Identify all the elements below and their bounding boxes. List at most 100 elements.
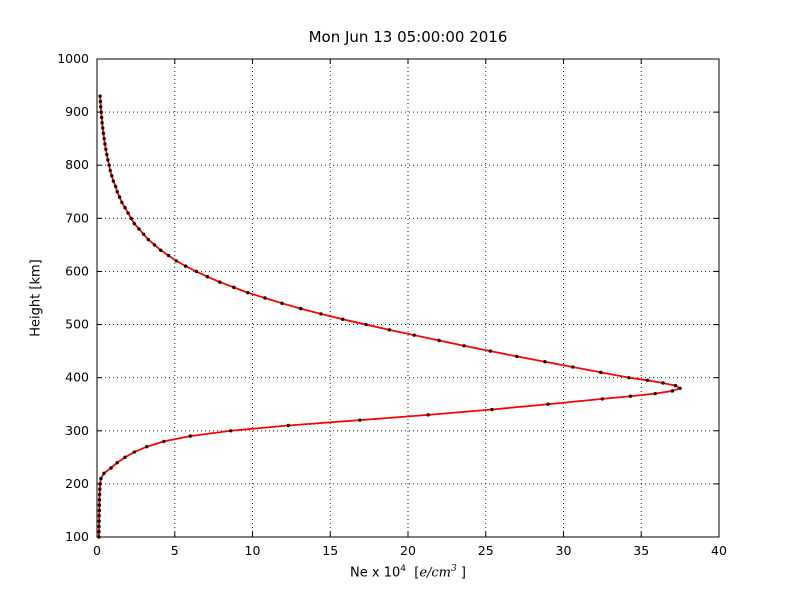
data-point <box>218 280 222 284</box>
data-point <box>546 402 550 406</box>
x-tick-label: 15 <box>322 543 338 558</box>
data-point <box>670 389 675 393</box>
y-tick-label: 800 <box>65 157 89 172</box>
data-point <box>162 439 166 444</box>
data-point <box>152 243 157 247</box>
data-point <box>97 492 102 497</box>
data-point <box>515 354 519 359</box>
data-point <box>137 227 141 231</box>
chart-title: Mon Jun 13 05:00:00 2016 <box>308 28 508 46</box>
y-tick-label: 1000 <box>57 51 89 66</box>
y-tick-label: 200 <box>65 476 89 491</box>
data-point <box>174 259 179 263</box>
series-line <box>97 95 682 538</box>
x-tick-label: 30 <box>556 543 572 558</box>
data-point <box>194 269 199 274</box>
data-point <box>99 476 103 481</box>
data-point <box>115 460 119 465</box>
y-tick-label: 100 <box>65 529 89 544</box>
y-tick-label: 500 <box>65 317 89 332</box>
data-point <box>653 391 657 396</box>
data-point <box>229 429 233 433</box>
data-point <box>145 445 149 449</box>
data-point <box>645 378 650 383</box>
y-tick-label: 600 <box>65 263 89 278</box>
data-point <box>110 174 114 178</box>
y-tick-label: 900 <box>65 104 89 119</box>
data-point <box>97 519 101 523</box>
axes-frame <box>96 58 720 538</box>
data-point <box>123 455 127 460</box>
y-axis-label: Height [km] <box>28 259 44 337</box>
data-point <box>661 381 665 385</box>
data-point <box>246 290 250 295</box>
data-point <box>106 158 110 162</box>
data-point <box>426 413 430 417</box>
data-point <box>183 264 188 268</box>
x-axis-label-exponent: 4 <box>400 564 406 574</box>
data-point <box>97 503 102 507</box>
data-point <box>678 386 682 390</box>
x-axis-label-unit-close: ] <box>456 565 466 581</box>
x-axis-label-unit-open: [ <box>405 565 420 581</box>
data-point <box>98 482 102 486</box>
data-point <box>102 136 106 141</box>
data-point <box>673 383 678 388</box>
data-point <box>263 296 267 300</box>
data-point <box>98 487 102 491</box>
data-point <box>97 514 101 518</box>
x-tick-label: 5 <box>171 543 179 558</box>
data-point <box>100 121 104 125</box>
data-point <box>99 105 103 109</box>
data-point <box>97 529 101 534</box>
data-point <box>117 195 122 199</box>
data-point <box>99 110 103 114</box>
data-point <box>120 200 124 205</box>
data-point <box>232 285 236 290</box>
x-axis-label-unit-exponent: 3 <box>451 564 457 574</box>
data-point <box>600 397 605 401</box>
y-tick-label: 400 <box>65 370 89 385</box>
data-point <box>319 312 323 316</box>
x-axis-label-unit: e/cm <box>419 565 452 581</box>
data-point <box>490 407 494 412</box>
data-point <box>97 524 101 529</box>
data-point <box>107 163 111 167</box>
x-tick-label: 0 <box>93 543 101 558</box>
data-point <box>97 535 101 539</box>
data-point <box>205 275 210 279</box>
data-point <box>437 338 441 343</box>
data-point <box>104 147 108 151</box>
data-point <box>188 434 192 438</box>
y-tick-label: 300 <box>65 423 89 438</box>
data-point <box>129 216 133 221</box>
data-point <box>105 152 109 157</box>
data-point <box>98 99 103 104</box>
data-point <box>412 333 416 337</box>
data-point <box>98 94 102 98</box>
x-tick-label: 35 <box>633 543 649 558</box>
data-point <box>99 115 104 120</box>
data-point <box>101 126 105 130</box>
data-point <box>571 365 575 369</box>
data-point <box>364 322 368 327</box>
data-point <box>543 360 547 364</box>
data-point <box>126 211 130 215</box>
data-point <box>103 142 107 146</box>
data-point <box>97 498 102 502</box>
data-point <box>108 168 112 173</box>
data-point <box>286 423 290 428</box>
data-point <box>141 232 146 236</box>
data-point <box>159 248 163 252</box>
data-point <box>113 184 118 189</box>
data-point <box>599 370 603 375</box>
data-point <box>488 349 493 353</box>
x-tick-label: 40 <box>711 543 727 558</box>
data-point <box>146 237 151 242</box>
data-point <box>102 471 106 475</box>
x-tick-label: 25 <box>478 543 494 558</box>
data-point <box>123 206 127 210</box>
data-point <box>462 344 466 348</box>
